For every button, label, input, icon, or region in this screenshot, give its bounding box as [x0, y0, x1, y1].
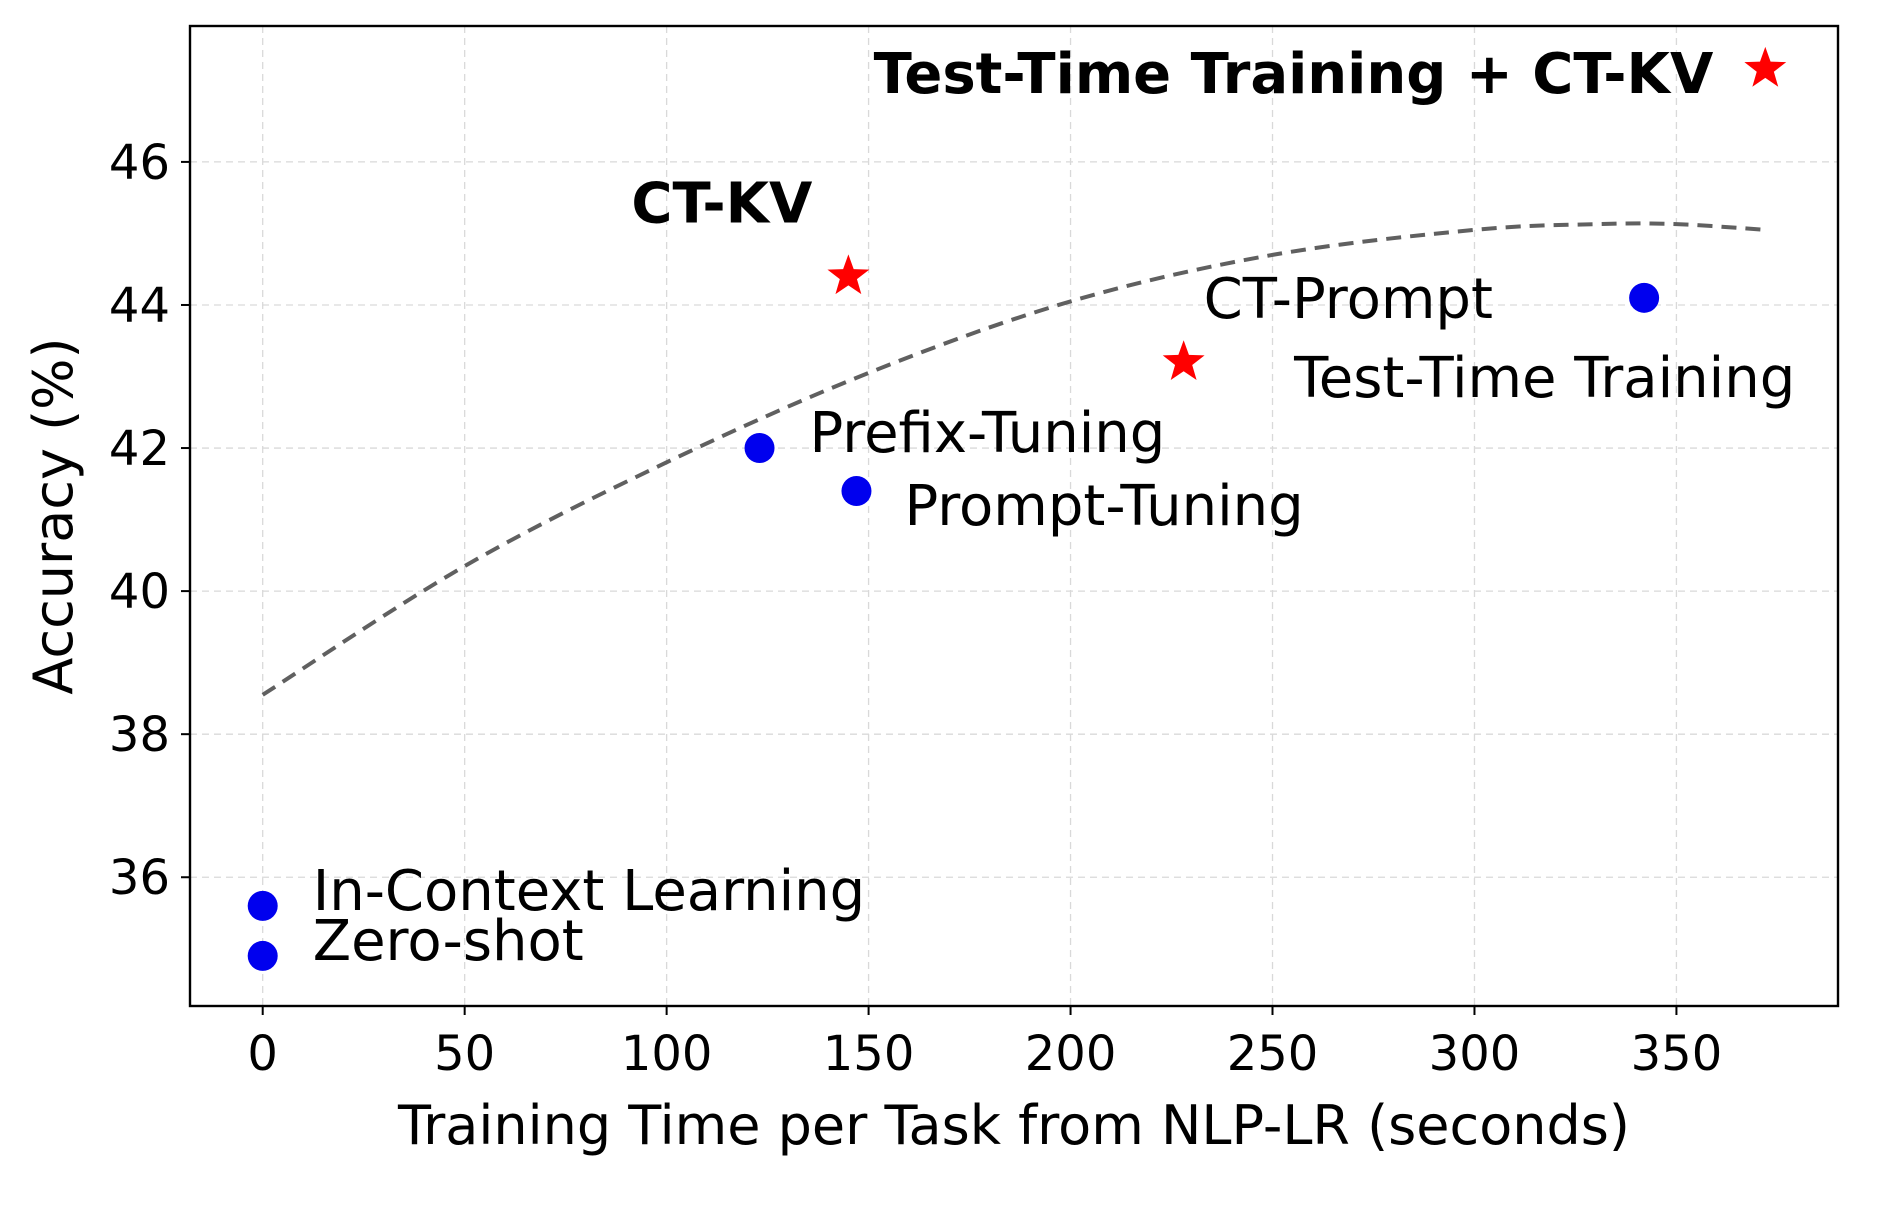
y-tick-label: 40	[109, 564, 170, 620]
x-tick-label: 200	[1025, 1026, 1117, 1082]
trend-curve	[261, 221, 1766, 697]
y-tick-label: 44	[109, 278, 170, 334]
x-tick-label: 250	[1227, 1026, 1319, 1082]
point-label-test-time-training: Test-Time Training	[1293, 346, 1795, 411]
y-tick-label: 42	[109, 421, 170, 477]
axis-ticks: 0 50 100 150 200 250 300 350 36 38 40 42 44 46	[109, 135, 1722, 1082]
star-marker-test-time-training-ct-kv	[1744, 46, 1787, 87]
point-label-test-time-training-ct-kv: Test-Time Training + CT-KV	[874, 42, 1714, 107]
point-label-ct-prompt: CT-Prompt	[1204, 267, 1493, 332]
circle-marker-prompt-tuning	[841, 475, 872, 506]
point-label-zero-shot: Zero-shot	[313, 909, 584, 974]
data-points	[247, 46, 1787, 971]
grid	[190, 26, 1838, 1006]
y-tick-label: 38	[109, 707, 170, 763]
x-tick-label: 300	[1429, 1026, 1521, 1082]
point-label-in-context-learning: In-Context Learning	[313, 859, 866, 924]
point-label-prefix-tuning: Prefix-Tuning	[810, 401, 1166, 466]
point-label-ct-kv: CT-KV	[631, 171, 813, 236]
point-label-prompt-tuning: Prompt-Tuning	[904, 474, 1303, 539]
x-tick-label: 150	[823, 1026, 915, 1082]
x-tick-label: 350	[1631, 1026, 1723, 1082]
y-tick-label: 36	[109, 850, 170, 906]
circle-marker-prefix-tuning	[744, 433, 775, 464]
x-tick-label: 50	[434, 1026, 495, 1082]
star-marker-ct-kv	[827, 254, 870, 295]
y-axis-title: Accuracy (%)	[22, 337, 85, 694]
x-axis-title: Training Time per Task from NLP-LR (seco…	[397, 1094, 1630, 1157]
circle-marker-in-context-learning	[247, 890, 278, 921]
x-tick-label: 0	[247, 1026, 278, 1082]
plot-frame	[188, 24, 1840, 1008]
circle-marker-test-time-training	[1629, 282, 1660, 313]
circle-marker-zero-shot	[247, 940, 278, 971]
star-marker-ct-prompt	[1162, 340, 1205, 380]
x-tick-label: 100	[621, 1026, 713, 1082]
y-tick-label: 46	[109, 135, 170, 191]
